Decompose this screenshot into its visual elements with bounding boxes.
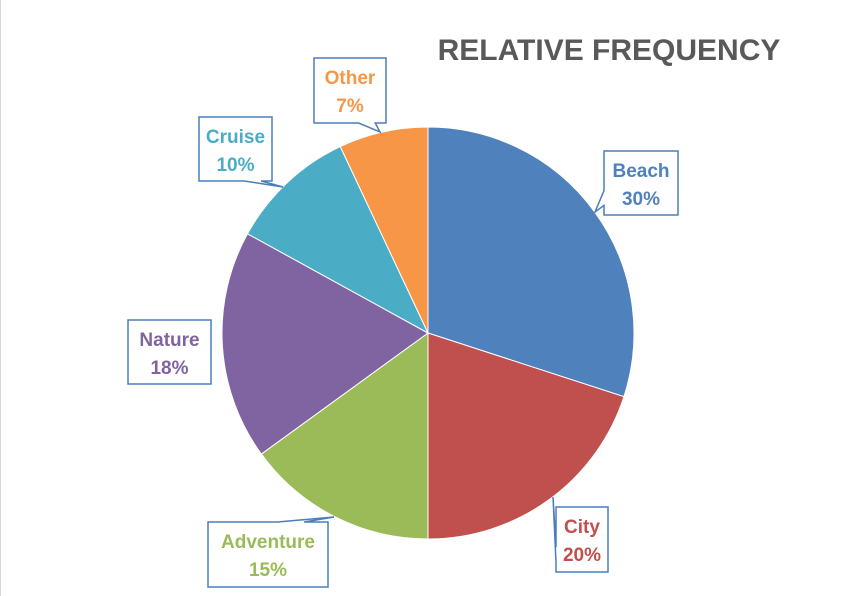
data-label-percent: 15% — [249, 560, 287, 581]
chart-area-border — [0, 0, 1, 596]
callout-box — [207, 516, 335, 588]
callout-box — [593, 150, 679, 216]
callout-adventure: Adventure 15% — [207, 516, 335, 588]
data-label-category: City — [564, 517, 600, 538]
data-label-category: Cruise — [206, 127, 265, 148]
callout-box — [552, 496, 609, 573]
data-label-percent: 7% — [336, 96, 364, 117]
callout-beach: Beach 30% — [593, 150, 679, 216]
data-label-category: Nature — [139, 330, 199, 351]
pie-slice-other — [339, 126, 429, 334]
data-label-category: Adventure — [221, 532, 315, 553]
callout-cruise: Cruise 10% — [198, 116, 284, 188]
pie-slice-cruise — [246, 145, 430, 335]
data-label-percent: 10% — [216, 155, 254, 176]
pie-slice-nature — [221, 233, 429, 455]
callout-box — [313, 57, 387, 134]
pie-slice-adventure — [260, 332, 429, 540]
data-label-percent: 20% — [563, 545, 601, 566]
data-label-category: Beach — [612, 161, 669, 182]
data-label-percent: 18% — [150, 358, 188, 379]
callout-nature: Nature 18% — [127, 319, 212, 385]
pie-slices — [221, 126, 635, 540]
data-label-callouts: Beach 30% City 20% Adventure 15% Nature 18% Crui… — [127, 57, 679, 588]
callout-box — [198, 116, 284, 188]
data-label-category: Other — [325, 68, 376, 89]
callout-box — [127, 319, 212, 385]
callout-city: City 20% — [552, 496, 609, 573]
data-label-percent: 30% — [622, 189, 660, 210]
callout-other: Other 7% — [313, 57, 387, 134]
chart-title: RELATIVE FREQUENCY — [438, 34, 781, 67]
pie-slice-city — [427, 332, 625, 540]
